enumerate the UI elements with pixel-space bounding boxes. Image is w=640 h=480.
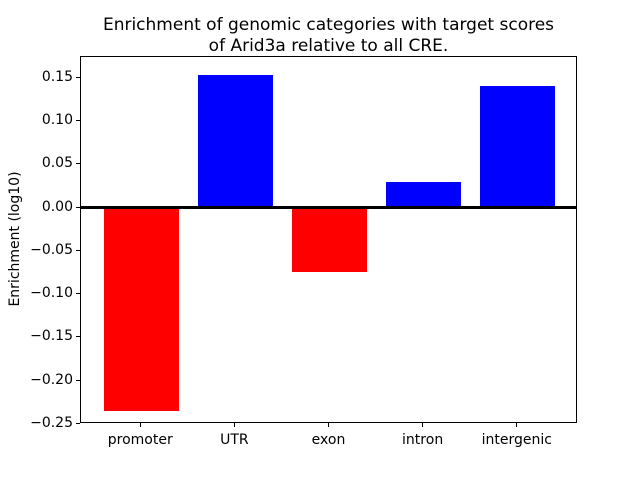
y-tick-label: 0.10	[41, 112, 73, 129]
y-tick-mark	[76, 423, 80, 424]
x-tick-label-promoter: promoter	[107, 432, 173, 448]
y-tick-label: 0.15	[41, 68, 73, 85]
y-tick-mark	[76, 76, 80, 78]
x-tick-mark	[516, 423, 518, 427]
bar-promoter	[103, 207, 179, 411]
bar-UTR	[197, 75, 274, 208]
bar-intergenic	[480, 85, 556, 208]
x-tick-mark	[328, 423, 329, 427]
x-tick-mark	[233, 423, 235, 427]
y-tick-label: −0.25	[30, 415, 73, 431]
x-tick-label-intergenic: intergenic	[481, 432, 552, 448]
y-tick-label: −0.15	[30, 328, 73, 345]
bar-exon	[291, 207, 368, 272]
chart-title-line2: of Arid3a relative to all CRE.	[208, 36, 449, 56]
y-tick-label: −0.10	[30, 285, 73, 302]
y-tick-mark	[76, 293, 80, 295]
x-tick-label-exon: exon	[311, 432, 346, 448]
x-tick-label-UTR: UTR	[220, 432, 249, 448]
y-tick-label: 0.00	[41, 198, 73, 215]
y-tick-label: −0.20	[30, 371, 73, 388]
zero-line	[81, 206, 576, 210]
x-tick-label-intron: intron	[402, 432, 444, 448]
plot-area	[80, 56, 577, 423]
bar-intron	[385, 181, 462, 208]
y-tick-mark	[76, 163, 80, 165]
y-tick-mark	[76, 206, 80, 208]
y-tick-label: 0.05	[41, 155, 73, 172]
y-tick-label: −0.05	[30, 241, 73, 258]
y-tick-mark	[76, 379, 80, 381]
y-tick-mark	[76, 120, 80, 122]
y-tick-mark	[76, 336, 80, 338]
x-tick-mark	[422, 423, 424, 427]
chart-title: Enrichment of genomic categories with ta…	[80, 15, 577, 57]
y-tick-mark	[76, 249, 80, 251]
chart-title-line1: Enrichment of genomic categories with ta…	[102, 15, 555, 35]
x-tick-mark	[139, 423, 141, 427]
